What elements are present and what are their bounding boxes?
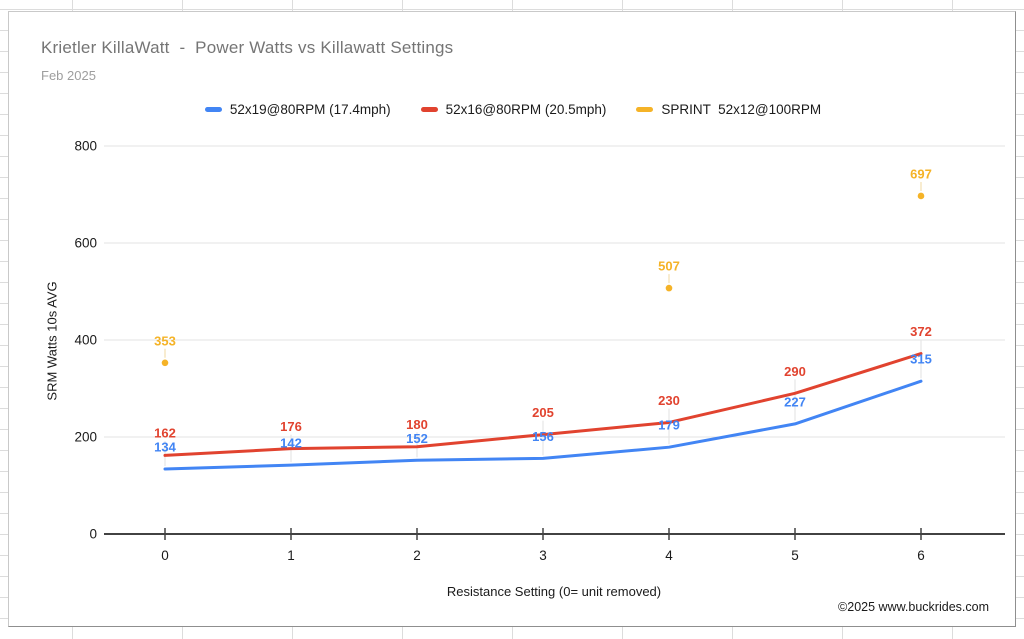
legend-item-2: SPRINT 52x12@100RPM xyxy=(636,102,821,117)
legend-item-0: 52x19@80RPM (17.4mph) xyxy=(204,102,391,117)
data-label-blue: 315 xyxy=(910,352,932,367)
x-tick-label: 5 xyxy=(791,548,799,563)
data-label-blue: 227 xyxy=(784,394,806,409)
legend-label: SPRINT 52x12@100RPM xyxy=(661,102,822,117)
x-tick-label: 6 xyxy=(917,548,925,563)
y-axis-title: SRM Watts 10s AVG xyxy=(44,281,60,401)
data-label-blue: 179 xyxy=(658,418,680,433)
data-label-sprint: 507 xyxy=(658,259,680,274)
data-label-sprint: 353 xyxy=(154,333,176,348)
x-tick-label: 3 xyxy=(539,548,547,563)
x-tick-label: 4 xyxy=(665,548,673,563)
legend-swatch-icon xyxy=(420,107,438,112)
data-label-blue: 142 xyxy=(280,436,302,451)
x-tick-label: 1 xyxy=(287,548,295,563)
legend: 52x19@80RPM (17.4mph) 52x16@80RPM (20.5mp… xyxy=(9,102,1017,117)
x-tick-label: 2 xyxy=(413,548,421,563)
data-label-red: 372 xyxy=(910,324,932,339)
y-tick-label: 200 xyxy=(74,430,97,445)
plot-area: 1621341761421801522051562301792902273723… xyxy=(74,139,1005,563)
legend-item-1: 52x16@80RPM (20.5mph) xyxy=(420,102,607,117)
chart-title: Krietler KillaWatt - Power Watts vs Kill… xyxy=(41,38,454,57)
series-line-1 xyxy=(163,352,923,457)
chart-subtitle: Feb 2025 xyxy=(41,68,96,83)
data-label-red: 290 xyxy=(784,364,806,379)
data-label-blue: 156 xyxy=(532,429,554,444)
legend-label: 52x16@80RPM (20.5mph) xyxy=(445,102,607,117)
legend-swatch-icon xyxy=(204,107,222,112)
data-label-sprint: 697 xyxy=(910,166,932,181)
x-tick-label: 0 xyxy=(161,548,169,563)
legend-swatch-icon xyxy=(636,107,654,112)
data-label-red: 230 xyxy=(658,393,680,408)
data-label-red: 162 xyxy=(154,426,176,441)
x-axis-title: Resistance Setting (0= unit removed) xyxy=(446,584,662,599)
sprint-point xyxy=(161,359,169,367)
data-label-red: 176 xyxy=(280,419,302,434)
chart-card[interactable]: 162 134 176 142 180 152 205 156 230 179 290 227 372 3… xyxy=(8,11,1016,627)
data-label-blue: 134 xyxy=(154,440,176,455)
sprint-point xyxy=(917,192,925,200)
sprint-point xyxy=(665,284,673,292)
y-tick-label: 400 xyxy=(74,333,97,348)
copyright-text: ©2025 www.buckrides.com xyxy=(838,600,989,614)
legend-label: 52x19@80RPM (17.4mph) xyxy=(229,102,391,117)
data-label-blue: 152 xyxy=(406,431,428,446)
data-label-red: 205 xyxy=(532,405,554,420)
y-tick-label: 600 xyxy=(74,236,97,251)
y-tick-label: 0 xyxy=(89,527,97,542)
data-label-red: 180 xyxy=(406,417,428,432)
y-tick-label: 800 xyxy=(74,139,97,154)
series-line-0 xyxy=(163,379,923,471)
